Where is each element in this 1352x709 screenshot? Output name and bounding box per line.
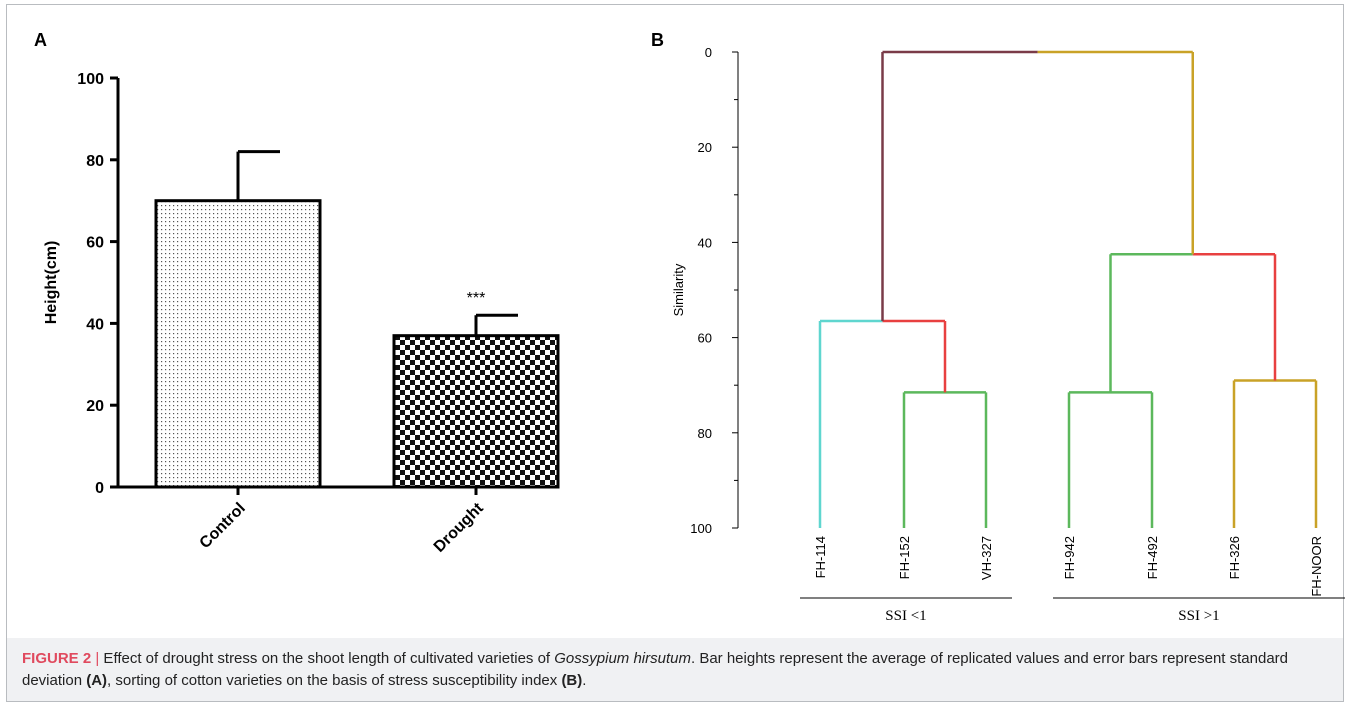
leaf-label: FH-NOOR xyxy=(1309,536,1324,597)
bar-chart-bars: *** xyxy=(154,150,560,489)
figure-frame xyxy=(6,4,1344,702)
y-tick-label: 80 xyxy=(86,153,104,170)
leaf-label: FH-114 xyxy=(813,536,828,578)
bar-control xyxy=(154,199,322,489)
caption-figure-label: FIGURE 2 xyxy=(22,650,92,667)
group-label: SSI >1 xyxy=(1178,608,1219,624)
leaf-label: FH-326 xyxy=(1227,536,1242,579)
caption-separator: | xyxy=(95,650,100,667)
y-tick-label: 60 xyxy=(86,235,104,252)
leaf-label: FH-942 xyxy=(1062,536,1077,579)
panel-a-label: A xyxy=(34,30,47,50)
y-tick-label: 20 xyxy=(86,398,104,415)
caption-text-3: , sorting of cotton varieties on the bas… xyxy=(107,672,562,689)
leaf-label: FH-492 xyxy=(1145,536,1160,579)
figure-caption: FIGURE 2 | Effect of drought stress on t… xyxy=(22,648,1332,692)
caption-band xyxy=(7,638,1343,701)
dendrogram-axes: 0 20 40 60 80 100 Similarity xyxy=(671,45,739,536)
leaf-label: FH-152 xyxy=(897,536,912,579)
y-tick-label: 60 xyxy=(698,331,712,346)
caption-text-2: . Bar heights represent the average of r… xyxy=(22,650,1288,689)
y-tick-label: 20 xyxy=(698,140,712,155)
caption-ref-b: (B) xyxy=(561,672,583,689)
caption-ref-a: (A) xyxy=(86,672,108,689)
y-tick-label: 100 xyxy=(77,71,104,88)
bar-drought xyxy=(392,334,560,489)
y-tick-label: 80 xyxy=(698,426,712,441)
significance-label: *** xyxy=(467,290,486,307)
leaf-label: VH-327 xyxy=(979,536,994,580)
caption-text-4: . xyxy=(582,672,587,689)
y-axis-title: Similarity xyxy=(671,263,686,316)
caption-text-1: Effect of drought stress on the shoot le… xyxy=(99,650,555,667)
y-axis-title: Height(cm) xyxy=(43,241,60,325)
panel-b-label: B xyxy=(651,30,664,50)
y-tick-label: 100 xyxy=(690,521,712,536)
y-tick-label: 0 xyxy=(95,480,104,497)
dendrogram-chart: B 0 20 40 60 80 100 Similarity FH-114 FH-152 VH-… xyxy=(651,30,1345,624)
group-label: SSI <1 xyxy=(885,608,926,624)
dendrogram-groups: SSI <1 SSI >1 xyxy=(800,597,1345,624)
dendrogram-tree: FH-114 FH-152 VH-327 FH-942 FH-492 FH-326 FH-N… xyxy=(813,50,1324,597)
y-tick-label: 40 xyxy=(86,316,104,333)
caption-species: Gossypium hirsutum xyxy=(554,650,691,667)
y-tick-label: 40 xyxy=(698,235,712,250)
y-tick-label: 0 xyxy=(705,45,712,60)
